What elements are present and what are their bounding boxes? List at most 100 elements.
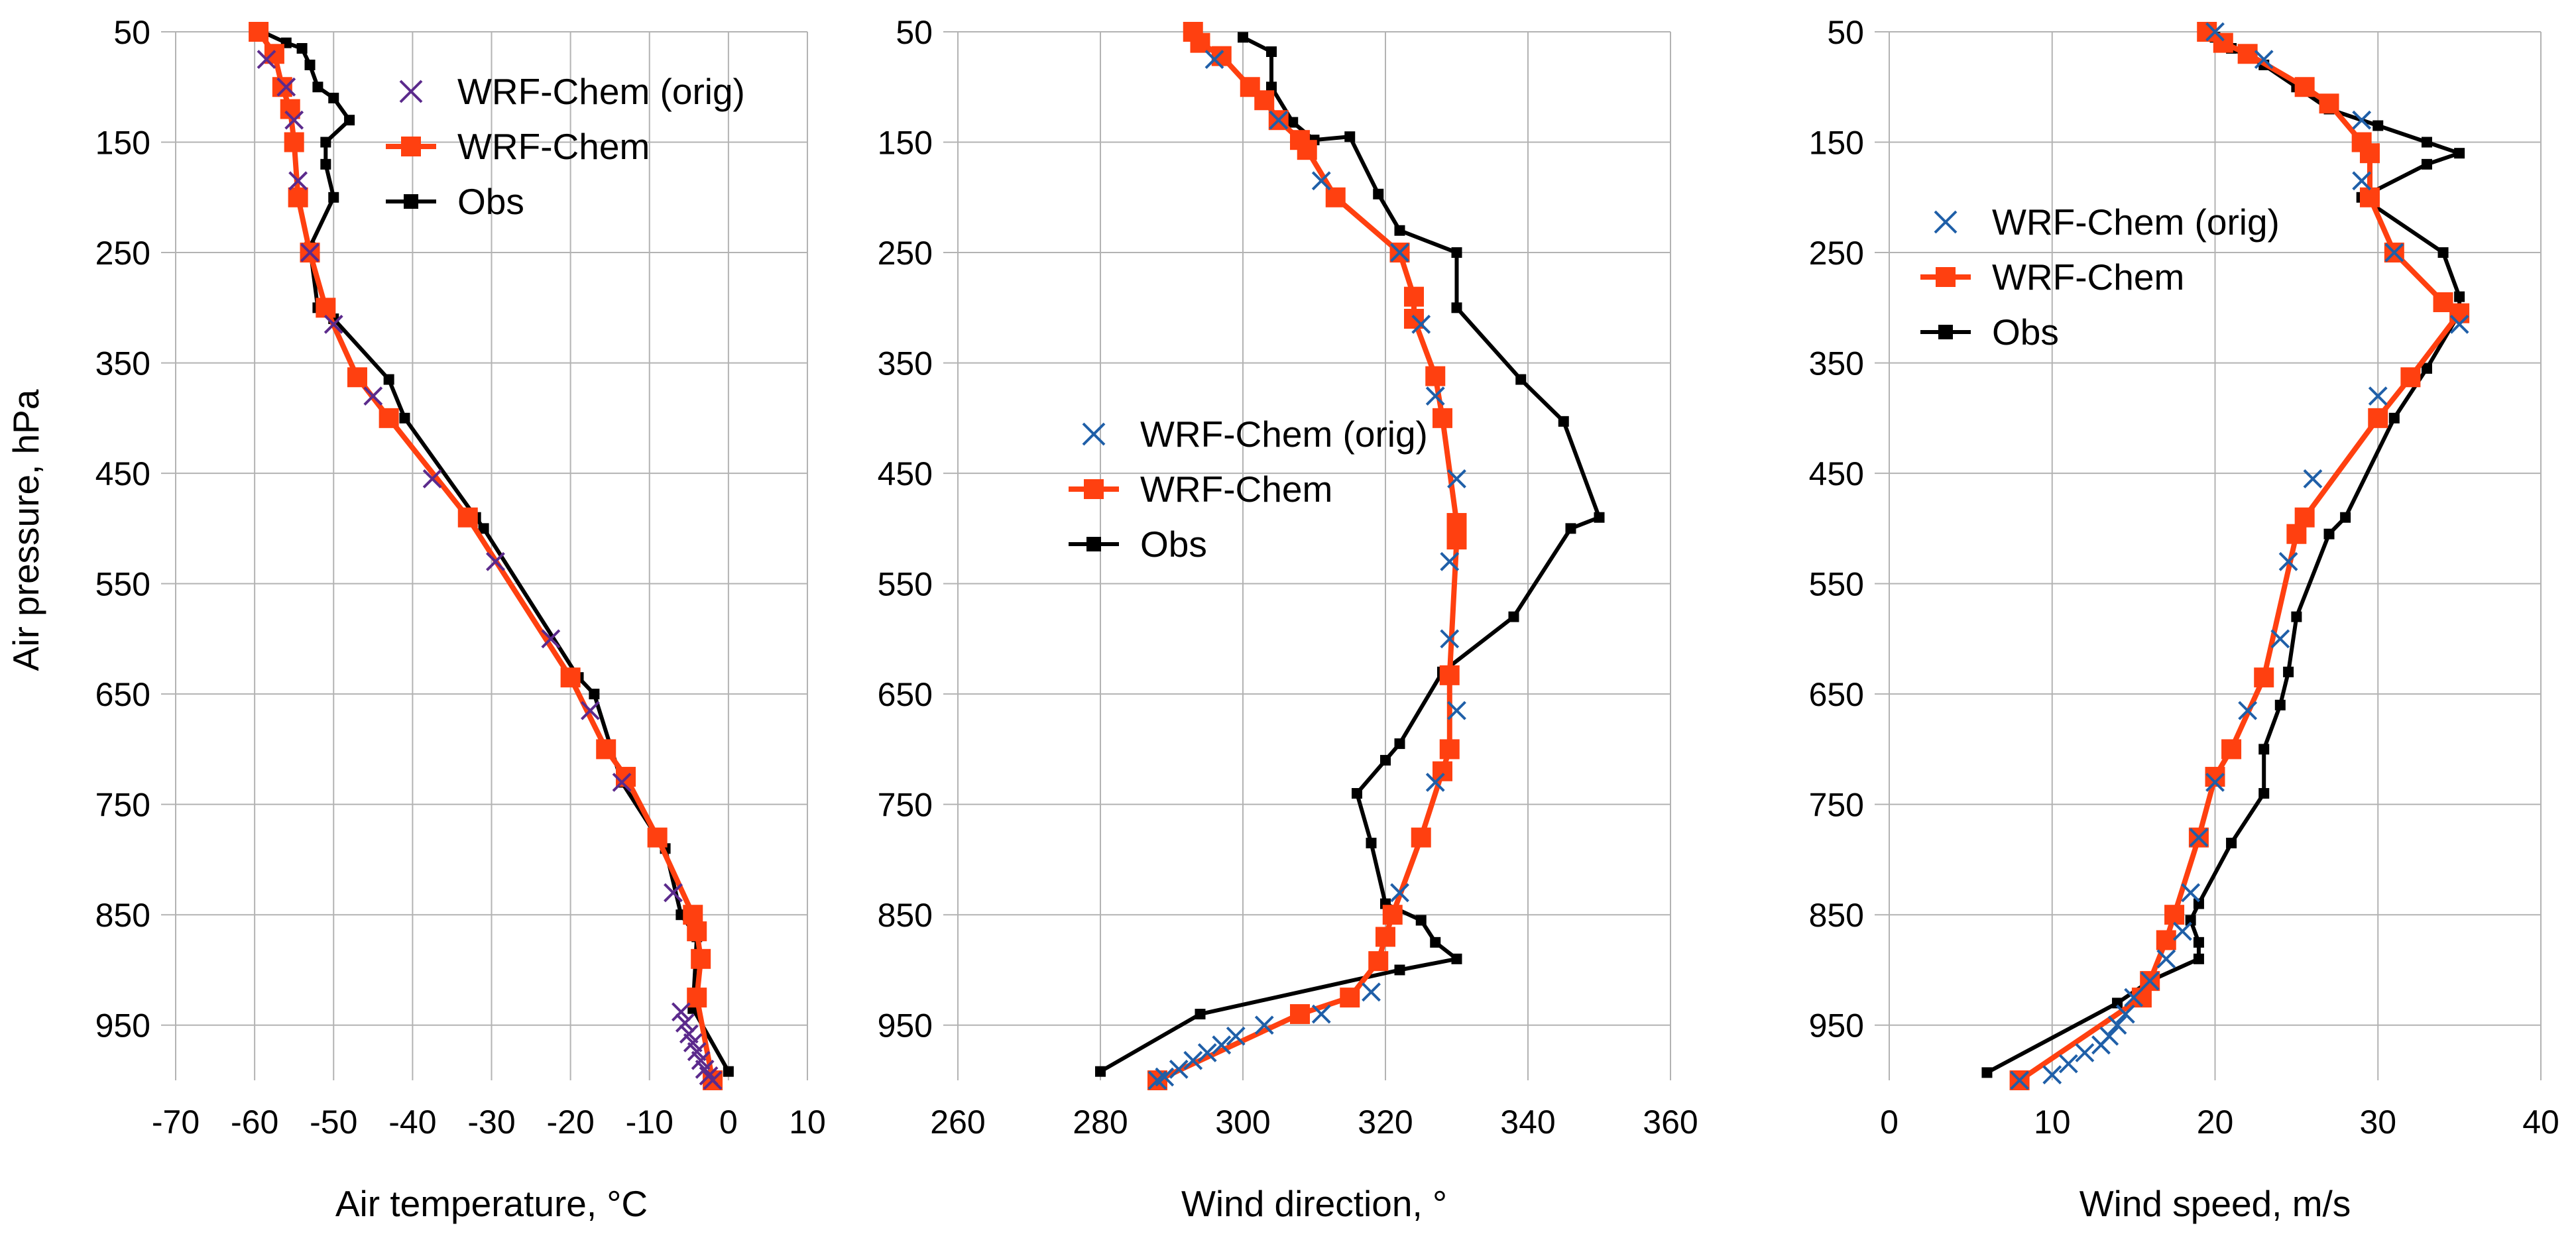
- data-point-orig: [1212, 1035, 1232, 1055]
- data-point-orig: [276, 77, 296, 97]
- data-point-orig: [1411, 314, 1431, 334]
- data-point-obs: [2437, 247, 2449, 258]
- legend-marker: [1938, 325, 1953, 339]
- y-tick-label: 150: [95, 125, 150, 162]
- x-tick-label: 300: [1215, 1104, 1270, 1141]
- legend-item: Obs: [1920, 312, 2059, 353]
- data-point-orig: [1311, 171, 1331, 191]
- y-tick-label: 50: [896, 14, 933, 51]
- data-point-wrf: [1325, 187, 1346, 207]
- data-point-wrf: [2359, 143, 2380, 164]
- series-obs: [1095, 32, 1605, 1077]
- data-point-orig: [2205, 772, 2225, 792]
- legend-item: WRF-Chem (orig): [1082, 414, 1428, 455]
- data-point-orig: [1362, 982, 1381, 1002]
- data-point-obs: [399, 412, 410, 424]
- data-point-obs: [723, 1066, 734, 1077]
- data-point-wrf: [1439, 739, 1460, 760]
- data-point-wrf: [2294, 77, 2315, 97]
- data-point-wrf: [2156, 930, 2176, 950]
- data-point-obs: [1394, 225, 1405, 236]
- data-point-obs: [1508, 611, 1519, 622]
- y-tick-label: 650: [95, 676, 150, 713]
- y-tick-label: 350: [1809, 345, 1864, 382]
- x-tick-label: 10: [789, 1104, 826, 1141]
- x-tick-label: 40: [2522, 1104, 2559, 1141]
- data-point-orig: [1183, 1050, 1203, 1070]
- data-point-orig: [2352, 110, 2372, 130]
- data-point-orig: [580, 701, 600, 720]
- data-point-orig: [2384, 243, 2404, 262]
- x-tick-label: -60: [231, 1104, 278, 1141]
- data-point-wrf: [2368, 408, 2388, 428]
- legend-label: WRF-Chem (orig): [1992, 201, 2280, 243]
- data-point-obs: [1344, 131, 1356, 142]
- data-point-wrf: [2286, 524, 2307, 544]
- data-point-wrf: [1211, 46, 1232, 66]
- data-point-orig: [1440, 629, 1460, 649]
- data-point-wrf: [457, 507, 478, 528]
- data-point-obs: [304, 59, 316, 70]
- data-point-obs: [2193, 898, 2204, 909]
- legend-marker-orig: [399, 80, 423, 103]
- data-point-orig: [363, 386, 383, 406]
- data-point-orig: [1440, 551, 1460, 571]
- legend-marker-orig: [1934, 210, 1958, 234]
- legend: WRF-Chem (orig) WRF-Chem Obs: [386, 71, 745, 222]
- data-point-orig: [1147, 1070, 1167, 1090]
- data-point-wrf: [284, 132, 304, 152]
- data-point-obs: [2421, 137, 2432, 148]
- data-point-obs: [1565, 523, 1576, 534]
- data-point-orig: [2075, 1043, 2095, 1062]
- data-point-wrf: [1446, 530, 1467, 550]
- data-point-obs: [312, 82, 323, 93]
- x-tick-label: 10: [2034, 1104, 2071, 1141]
- data-point-orig: [2107, 1015, 2127, 1035]
- data-point-orig: [612, 772, 632, 792]
- legend-label: Obs: [1140, 524, 1207, 565]
- y-tick-label: 750: [1809, 787, 1864, 824]
- data-point-orig: [257, 50, 276, 70]
- data-point-obs: [2421, 363, 2432, 374]
- data-point-orig: [703, 1070, 723, 1090]
- y-tick-label: 950: [95, 1007, 150, 1045]
- data-point-obs: [2323, 528, 2335, 539]
- data-point-orig: [1390, 243, 1409, 262]
- data-point-orig: [2181, 883, 2201, 903]
- legend-marker: [1084, 479, 1104, 499]
- data-point-orig: [2172, 921, 2192, 941]
- data-point-wrf: [560, 667, 581, 688]
- data-point-wrf: [1340, 988, 1360, 1008]
- y-tick-label: 750: [878, 787, 933, 824]
- data-point-obs: [1373, 188, 1384, 199]
- data-point-orig: [2042, 1065, 2062, 1085]
- data-point-wrf: [2164, 905, 2185, 925]
- legend-marker: [404, 194, 418, 209]
- wind-direction-chart: 260 280 300 320 340 360 50 150 250 350 450 550 650 75…: [878, 14, 1698, 1224]
- x-tick-label: -10: [626, 1104, 673, 1141]
- x-axis-title: Wind speed, m/s: [2079, 1183, 2351, 1224]
- data-point-wrf: [2359, 187, 2380, 207]
- data-point-wrf: [1368, 951, 1389, 972]
- y-tick-label: 350: [878, 345, 933, 382]
- x-axis-title: Wind direction, °: [1181, 1183, 1447, 1224]
- data-point-obs: [1266, 46, 1277, 57]
- data-point-orig: [2058, 1054, 2078, 1074]
- data-point-wrf: [1439, 665, 1460, 685]
- data-point-obs: [1451, 302, 1462, 313]
- data-point-orig: [2449, 314, 2469, 334]
- data-point-obs: [2258, 744, 2270, 755]
- data-point-wrf: [1382, 905, 1403, 925]
- x-tick-label: -50: [310, 1104, 357, 1141]
- data-point-obs: [1558, 416, 1569, 427]
- x-tick-label: 30: [2359, 1104, 2396, 1141]
- y-tick-label: 250: [1809, 235, 1864, 272]
- data-point-obs: [328, 192, 339, 203]
- x-tick-label: 320: [1358, 1104, 1413, 1141]
- x-tick-label: -70: [152, 1104, 200, 1141]
- data-point-obs: [478, 523, 489, 534]
- y-tick-label: 550: [1809, 566, 1864, 603]
- data-point-orig: [541, 629, 561, 649]
- data-point-orig: [1311, 1004, 1331, 1024]
